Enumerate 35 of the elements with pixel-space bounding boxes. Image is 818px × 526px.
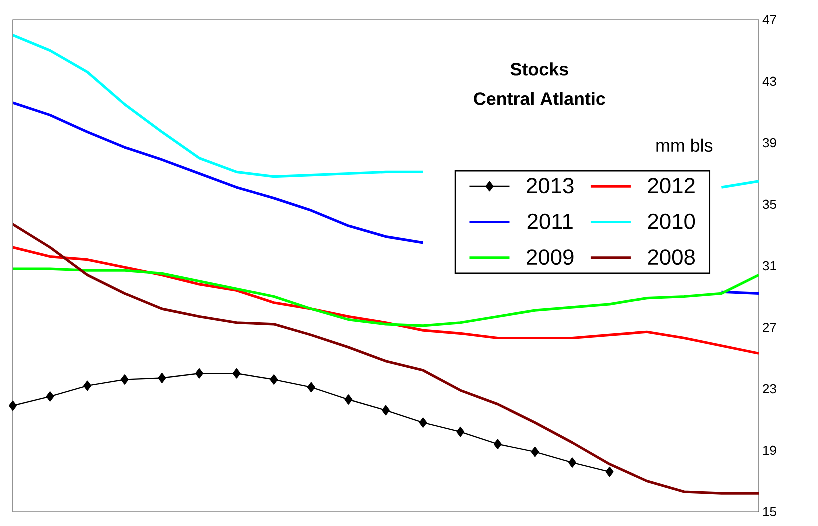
- point: [232, 368, 241, 379]
- text: Stocks: [510, 62, 568, 76]
- legend-label: 2010: [648, 214, 696, 230]
- legend-label: 2009: [527, 250, 574, 266]
- y-tick-label: 27: [763, 322, 776, 332]
- legend-label: 2013: [527, 178, 574, 194]
- point: [344, 394, 353, 405]
- point: [158, 373, 166, 384]
- point: [568, 458, 576, 468]
- y-tick-label: 43: [762, 76, 776, 86]
- legend-label: 2008: [648, 250, 695, 266]
- point: [120, 374, 129, 385]
- legend-label: 2011: [528, 214, 573, 230]
- point: [196, 368, 204, 379]
- point: [270, 374, 278, 385]
- point: [46, 392, 54, 402]
- y-tick-label: 15: [764, 507, 776, 517]
- y-tick-label: 23: [763, 384, 776, 394]
- point: [606, 466, 614, 478]
- point: [456, 426, 465, 438]
- point: [307, 382, 316, 393]
- y-tick-label: 19: [764, 446, 776, 456]
- legend-label: 2012: [648, 178, 695, 194]
- point: [419, 418, 428, 428]
- point: [382, 405, 390, 416]
- y-tick-label: 31: [763, 261, 776, 271]
- point: [494, 439, 502, 450]
- y-tick-label: 35: [763, 200, 776, 210]
- y-tick-label: 39: [763, 138, 776, 148]
- point: [9, 400, 17, 411]
- y-tick-label: 47: [762, 16, 776, 24]
- point: [84, 380, 92, 392]
- y-axis-title: mm bls: [656, 138, 713, 152]
- point: [531, 446, 540, 458]
- text: Central Atlantic: [474, 92, 606, 106]
